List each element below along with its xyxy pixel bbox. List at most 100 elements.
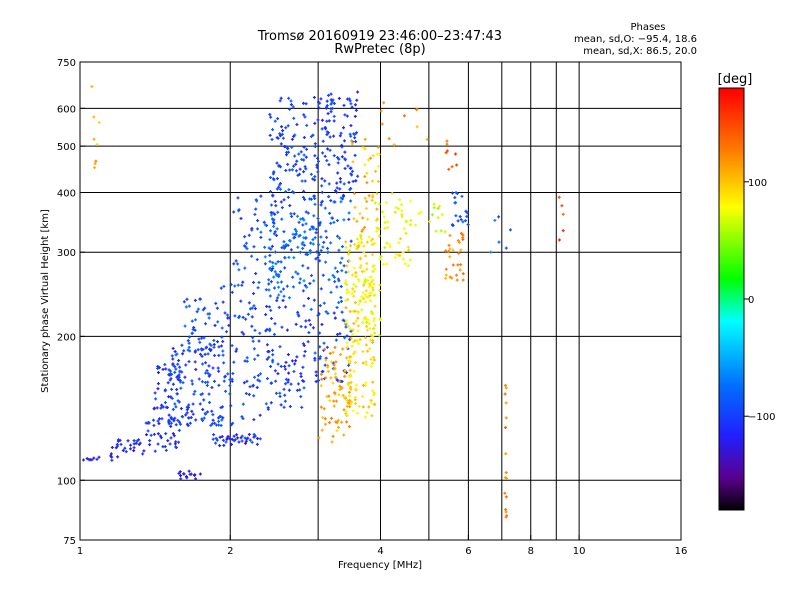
data-point xyxy=(561,212,565,216)
data-point xyxy=(319,405,323,409)
data-point xyxy=(350,344,354,348)
data-point xyxy=(323,179,327,183)
data-point xyxy=(557,195,561,199)
data-point xyxy=(400,203,404,207)
colorbar-band xyxy=(719,176,744,179)
data-point xyxy=(370,361,374,365)
data-point xyxy=(352,294,356,298)
colorbar-tick-label: 100 xyxy=(748,178,767,189)
data-point xyxy=(269,401,273,405)
data-point xyxy=(350,105,354,109)
data-point xyxy=(352,321,356,325)
data-point xyxy=(274,379,278,383)
data-point xyxy=(271,265,275,269)
colorbar-band xyxy=(719,270,744,273)
data-point xyxy=(255,258,259,262)
x-axis-ticks: 1 2 4 6 8 10 16 xyxy=(77,535,687,557)
data-point xyxy=(276,296,280,300)
colorbar-band xyxy=(719,118,744,121)
colorbar-band xyxy=(719,506,744,509)
data-point xyxy=(332,275,336,279)
colorbar-band xyxy=(719,364,744,367)
colorbar-band xyxy=(719,290,744,293)
data-point xyxy=(447,243,451,247)
data-point xyxy=(356,316,360,320)
colorbar-band xyxy=(719,316,744,319)
data-point xyxy=(329,107,333,111)
data-point xyxy=(169,424,173,428)
colorbar-band xyxy=(719,248,744,251)
data-point xyxy=(503,392,507,396)
data-point xyxy=(298,277,302,281)
data-point xyxy=(276,210,280,214)
data-point xyxy=(345,114,349,118)
data-point xyxy=(366,279,370,283)
data-point xyxy=(329,221,333,225)
data-point xyxy=(223,311,227,315)
data-point xyxy=(348,360,352,364)
data-point xyxy=(258,437,262,441)
data-point xyxy=(378,283,382,287)
data-point xyxy=(281,129,285,133)
data-point xyxy=(357,302,361,306)
data-point xyxy=(317,252,321,256)
data-point xyxy=(126,439,130,443)
data-point xyxy=(388,242,392,246)
data-point xyxy=(398,198,402,202)
data-point xyxy=(230,379,234,383)
colorbar-band xyxy=(719,346,744,349)
data-point xyxy=(340,256,344,260)
data-point xyxy=(340,310,344,314)
data-point xyxy=(353,103,357,107)
data-point xyxy=(216,340,220,344)
data-point xyxy=(354,284,358,288)
data-point xyxy=(116,438,120,442)
colorbar-band xyxy=(719,400,744,403)
data-point xyxy=(269,229,273,233)
data-point xyxy=(173,402,177,406)
data-point xyxy=(365,267,369,271)
data-point xyxy=(173,442,177,446)
data-point xyxy=(313,178,317,182)
data-point xyxy=(339,353,343,357)
data-point xyxy=(415,125,419,129)
data-point xyxy=(370,414,374,418)
data-point xyxy=(301,223,305,227)
data-point xyxy=(372,282,376,286)
data-point xyxy=(134,441,138,445)
data-point xyxy=(297,152,301,156)
data-point xyxy=(271,177,275,181)
data-point xyxy=(329,92,333,96)
data-point xyxy=(152,423,156,427)
data-point xyxy=(461,272,465,276)
data-point xyxy=(178,365,182,369)
data-point xyxy=(256,353,260,357)
data-point xyxy=(338,379,342,383)
data-point xyxy=(373,403,377,407)
data-point xyxy=(114,446,118,450)
data-point xyxy=(205,383,209,387)
data-point xyxy=(175,392,179,396)
data-point xyxy=(301,289,305,293)
data-point xyxy=(157,422,161,426)
data-point xyxy=(436,206,440,210)
data-point xyxy=(347,425,351,429)
data-point xyxy=(244,392,248,396)
colorbar-band xyxy=(719,196,744,199)
data-point xyxy=(267,282,271,286)
data-point xyxy=(185,297,189,301)
data-point xyxy=(156,387,160,391)
data-point xyxy=(366,217,370,221)
colorbar-band xyxy=(719,222,744,225)
data-point xyxy=(253,328,257,332)
data-point xyxy=(361,146,365,150)
data-point xyxy=(340,420,344,424)
colorbar-band xyxy=(719,328,744,331)
data-point xyxy=(345,264,349,268)
data-point xyxy=(272,332,276,336)
data-point xyxy=(160,417,164,421)
colorbar-band xyxy=(719,382,744,385)
data-point xyxy=(443,230,447,234)
colorbar-band xyxy=(719,366,744,369)
data-point xyxy=(278,391,282,395)
